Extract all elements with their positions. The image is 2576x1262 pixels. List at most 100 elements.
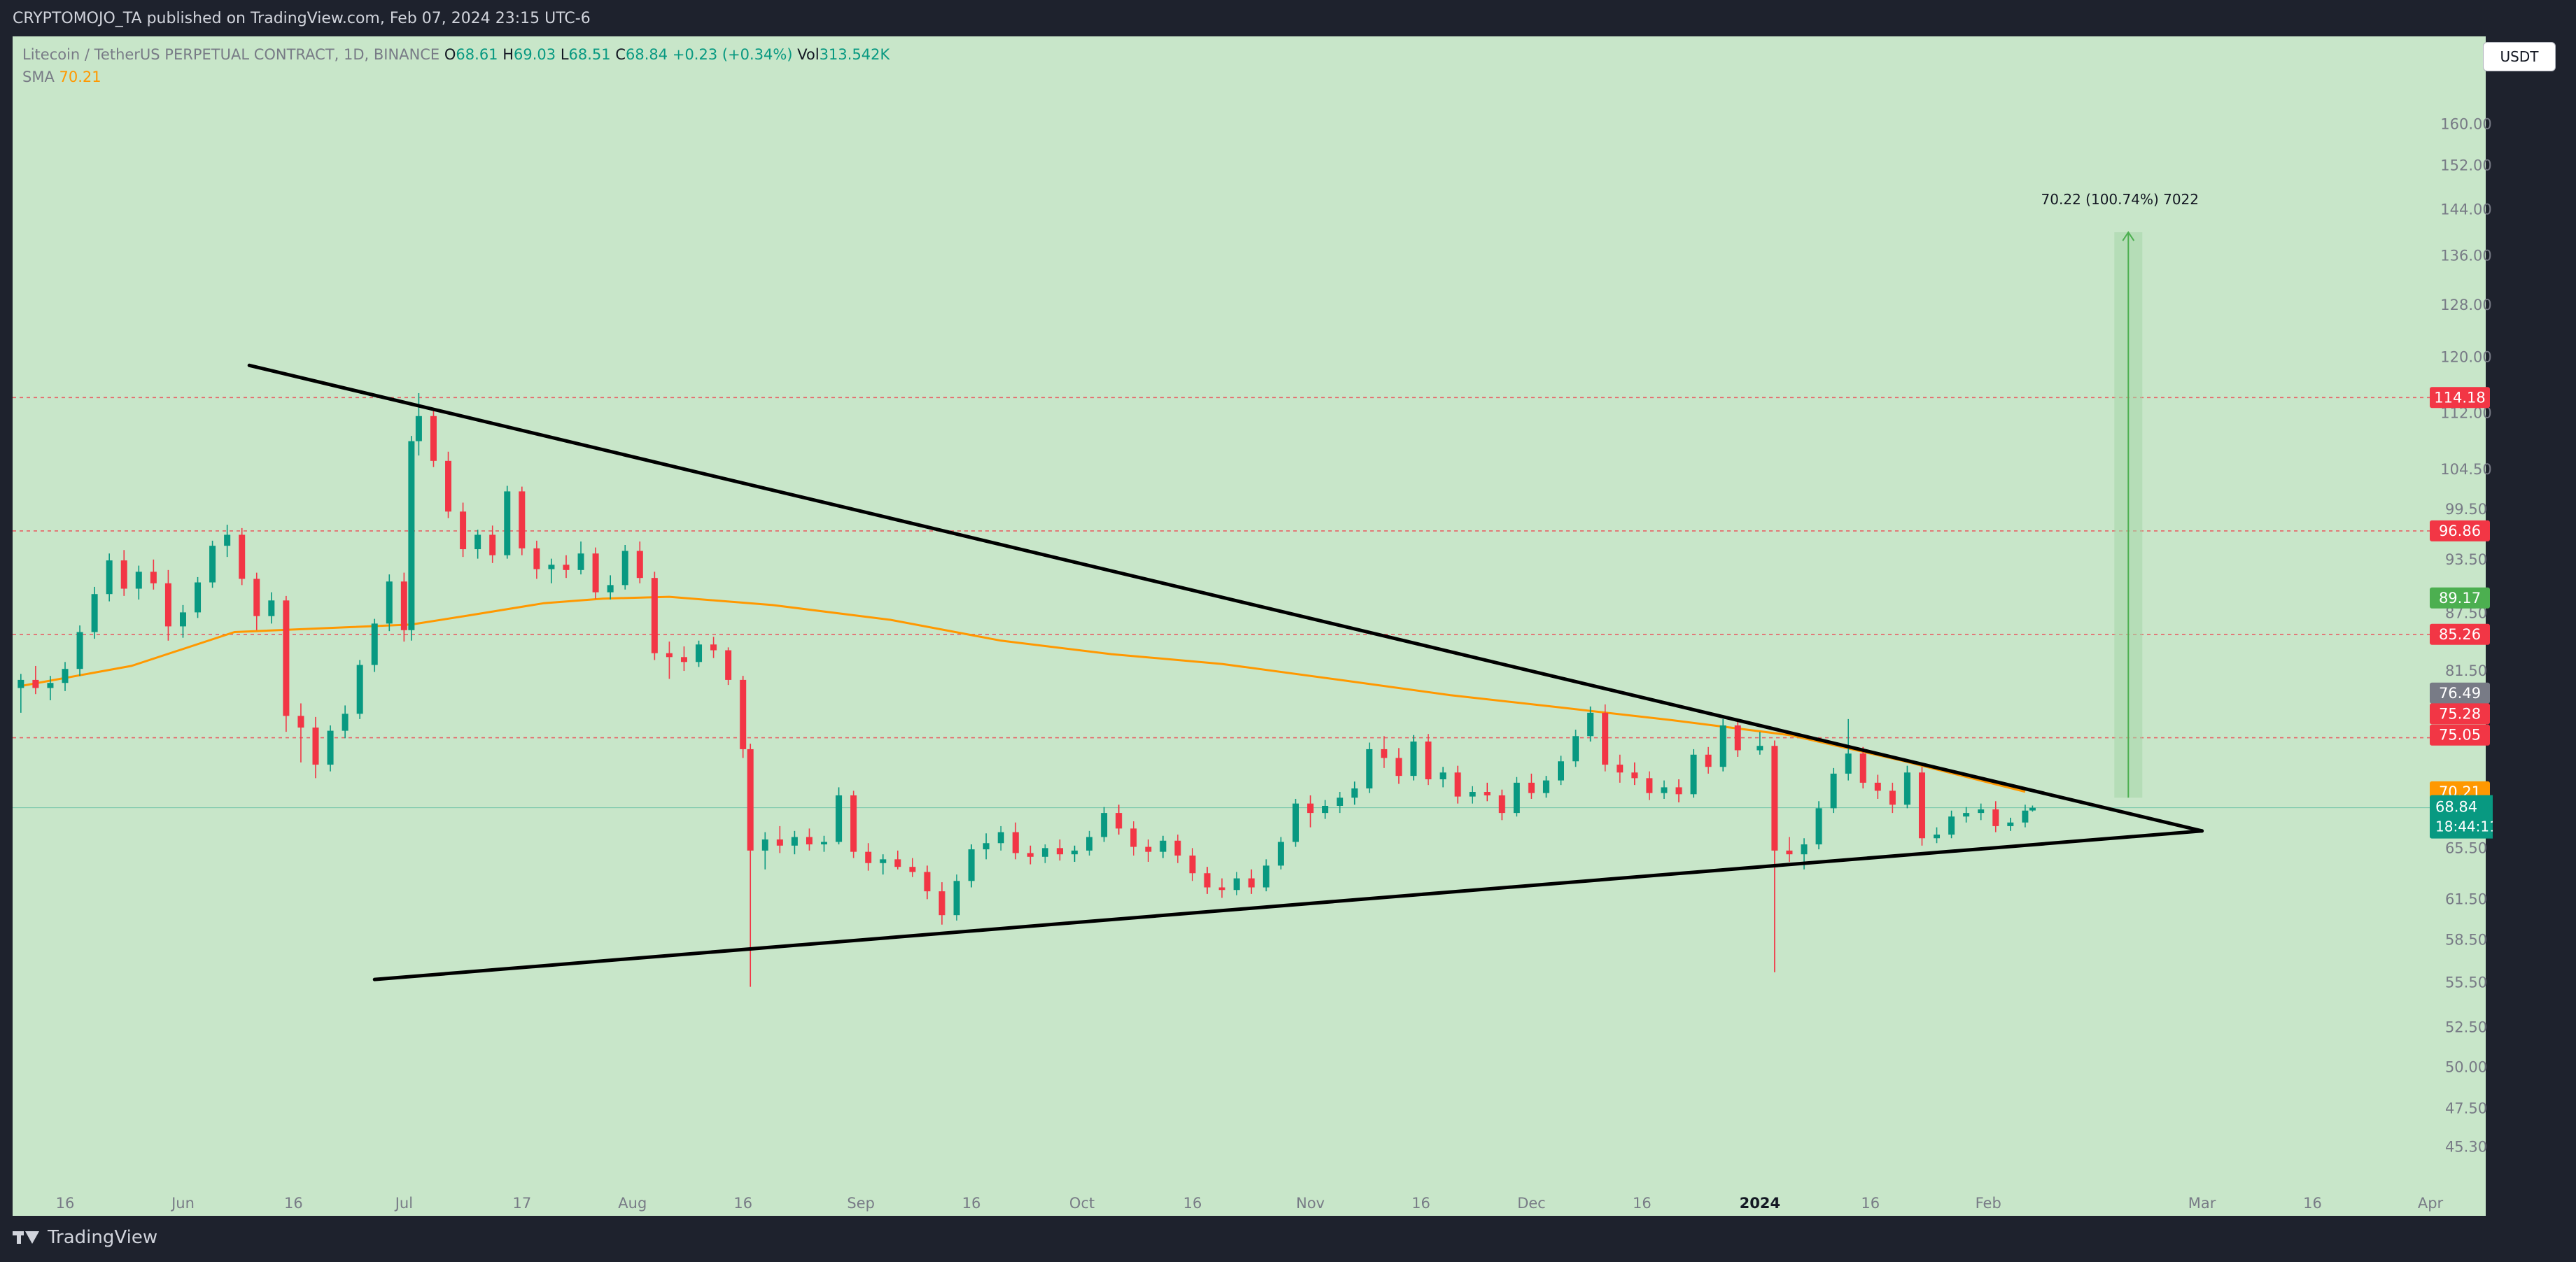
sma-line[interactable] xyxy=(20,595,2026,793)
candle[interactable] xyxy=(1307,795,1314,828)
trendline-lower[interactable] xyxy=(372,829,2204,981)
candle[interactable] xyxy=(680,646,687,672)
candle[interactable] xyxy=(430,409,437,467)
candle[interactable] xyxy=(1440,767,1447,788)
candle[interactable] xyxy=(91,586,98,639)
candle[interactable] xyxy=(408,436,415,641)
candle[interactable] xyxy=(1903,765,1910,809)
candle[interactable] xyxy=(651,572,658,660)
candle[interactable] xyxy=(983,833,990,860)
candle[interactable] xyxy=(445,451,452,518)
candle[interactable] xyxy=(2022,804,2029,828)
candle[interactable] xyxy=(1572,730,1579,767)
candle[interactable] xyxy=(592,547,599,599)
candle[interactable] xyxy=(1410,735,1417,781)
tradingview-logo[interactable]: TradingView xyxy=(13,1227,157,1248)
candle[interactable] xyxy=(1248,869,1255,894)
candle[interactable] xyxy=(894,850,901,870)
candle[interactable] xyxy=(1719,718,1726,772)
candle[interactable] xyxy=(312,716,319,779)
candle[interactable] xyxy=(1513,777,1520,817)
candle[interactable] xyxy=(356,660,363,719)
candle[interactable] xyxy=(607,575,614,600)
candle[interactable] xyxy=(1425,734,1432,786)
candle[interactable] xyxy=(1056,839,1063,861)
candle[interactable] xyxy=(1874,774,1881,799)
candle[interactable] xyxy=(2029,805,2036,812)
candle[interactable] xyxy=(1204,867,1211,894)
candle[interactable] xyxy=(850,790,857,858)
candle[interactable] xyxy=(805,828,812,851)
candle[interactable] xyxy=(1351,781,1358,805)
candle[interactable] xyxy=(1454,765,1461,804)
candle[interactable] xyxy=(179,604,186,638)
candle[interactable] xyxy=(1757,732,1764,755)
candle[interactable] xyxy=(747,744,754,987)
candle[interactable] xyxy=(1617,754,1624,783)
candle[interactable] xyxy=(327,725,334,772)
candle[interactable] xyxy=(164,569,171,641)
candle[interactable] xyxy=(1771,740,1778,972)
candle[interactable] xyxy=(1145,839,1152,862)
candle[interactable] xyxy=(17,674,24,713)
candle[interactable] xyxy=(253,572,260,630)
candle[interactable] xyxy=(836,787,843,845)
candle[interactable] xyxy=(371,618,378,672)
candle[interactable] xyxy=(32,665,39,695)
candle[interactable] xyxy=(268,592,275,624)
candle[interactable] xyxy=(1918,767,1925,846)
candle[interactable] xyxy=(1992,801,1999,832)
candle[interactable] xyxy=(761,832,768,870)
time-axis[interactable]: 16 Jun 16 Jul 17 Aug 16 Sep 16 Oct 16 Nov 16 Dec 16 202… xyxy=(56,1195,2444,1212)
candle[interactable] xyxy=(1934,827,1941,844)
candle[interactable] xyxy=(968,844,975,888)
candle[interactable] xyxy=(76,625,83,676)
candle[interactable] xyxy=(1292,798,1299,847)
candle[interactable] xyxy=(563,555,570,579)
candle[interactable] xyxy=(1189,848,1196,881)
candle[interactable] xyxy=(1542,776,1549,798)
candle[interactable] xyxy=(1948,810,1955,839)
candle[interactable] xyxy=(533,540,540,579)
candle[interactable] xyxy=(209,540,216,588)
candle[interactable] xyxy=(47,676,54,701)
candle[interactable] xyxy=(1115,804,1122,835)
candle[interactable] xyxy=(821,835,828,852)
candle[interactable] xyxy=(1690,749,1697,798)
candle[interactable] xyxy=(1071,845,1078,862)
candle[interactable] xyxy=(725,647,732,686)
candle[interactable] xyxy=(938,882,945,925)
candle[interactable] xyxy=(1830,767,1837,814)
candle[interactable] xyxy=(696,640,703,667)
candle[interactable] xyxy=(135,565,142,600)
candle[interactable] xyxy=(577,541,584,575)
trendline-upper[interactable] xyxy=(247,363,2204,833)
candle[interactable] xyxy=(283,595,290,732)
candle[interactable] xyxy=(519,486,526,555)
price-axis[interactable]: 160.00152.00144.00136.00128.00120.00112.… xyxy=(2440,36,2493,1187)
currency-button[interactable]: USDT xyxy=(2483,42,2556,71)
chart-area[interactable]: 70.22 (100.74%) 7022 160.00 152.00 144.00 13… xyxy=(13,36,2493,1216)
candle[interactable] xyxy=(342,705,349,739)
candle[interactable] xyxy=(1845,718,1852,781)
candle[interactable] xyxy=(548,558,555,583)
candle[interactable] xyxy=(1859,746,1866,789)
candle[interactable] xyxy=(120,550,127,596)
candle[interactable] xyxy=(1233,872,1240,895)
candle[interactable] xyxy=(909,858,916,877)
candle[interactable] xyxy=(1381,736,1388,768)
candle[interactable] xyxy=(621,544,628,590)
candle[interactable] xyxy=(1086,830,1093,856)
candle[interactable] xyxy=(1661,780,1668,799)
candle[interactable] xyxy=(1366,742,1373,793)
candle[interactable] xyxy=(1705,746,1712,774)
candle[interactable] xyxy=(1012,822,1019,860)
candle[interactable] xyxy=(195,576,202,618)
candle[interactable] xyxy=(1322,800,1329,819)
candle[interactable] xyxy=(1041,844,1048,863)
candle[interactable] xyxy=(1528,773,1535,799)
candle[interactable] xyxy=(666,641,673,679)
candle[interactable] xyxy=(1786,837,1793,862)
candle[interactable] xyxy=(997,825,1004,851)
candle[interactable] xyxy=(953,874,960,921)
